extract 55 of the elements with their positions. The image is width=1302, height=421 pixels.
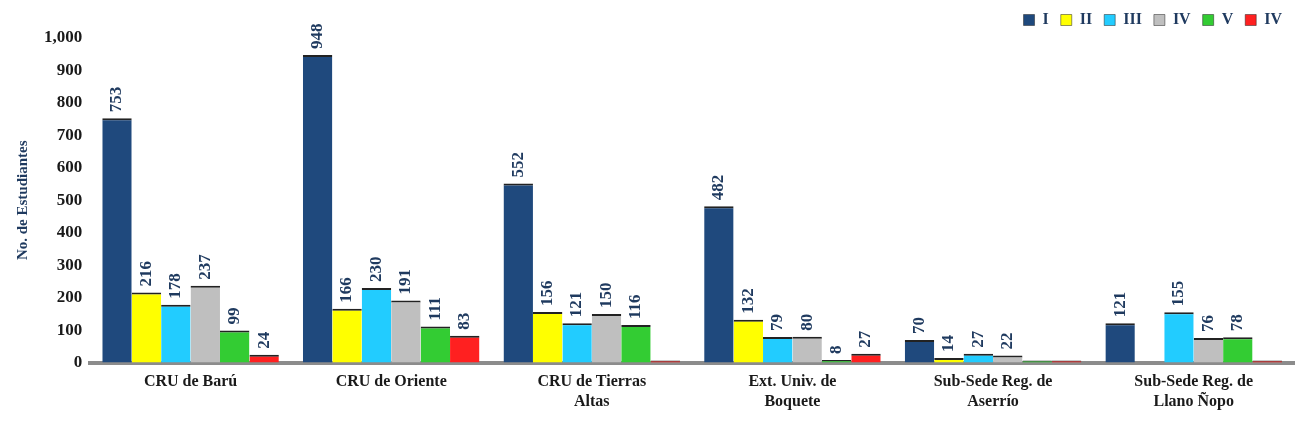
data-label: 22 (997, 332, 1017, 350)
data-label: 27 (855, 330, 875, 348)
data-label: 14 (938, 334, 958, 353)
x-tick-label: Sub-Sede Reg. de Aserrío (933, 372, 1053, 409)
data-label: 116 (625, 294, 645, 319)
y-tick-label: 400 (56, 222, 83, 242)
data-label: 191 (395, 269, 415, 295)
data-label: 482 (708, 174, 728, 201)
data-label: 155 (1168, 280, 1188, 307)
data-label: 8 (825, 345, 845, 354)
y-tick-label: 200 (56, 287, 83, 307)
legend-label: V (1221, 10, 1234, 28)
data-label: 99 (224, 307, 244, 325)
x-tick-label: Ext. Univ. de Boquete (748, 372, 837, 410)
data-label: 70 (908, 316, 928, 334)
data-label: 237 (194, 253, 214, 280)
data-label: 78 (1227, 314, 1247, 332)
y-tick-label: 1,000 (44, 27, 83, 47)
data-label: 948 (307, 23, 327, 49)
y-tick-label: 600 (56, 157, 83, 177)
data-label: 76 (1197, 314, 1217, 332)
data-label: 121 (1109, 291, 1129, 318)
legend-label: IV (1172, 10, 1192, 28)
x-tick-label: Sub-Sede Reg. de Llano Ñopo (1134, 372, 1254, 410)
data-label: 27 (967, 330, 987, 348)
x-tick-label: CRU de Oriente (335, 372, 447, 390)
y-tick-label: 900 (56, 59, 83, 79)
y-tick-label: 300 (56, 254, 83, 274)
data-label: 166 (336, 277, 356, 303)
y-tick-label: 100 (56, 319, 83, 339)
y-axis-title: No. de Estudiantes (13, 140, 30, 261)
data-label: 83 (454, 312, 474, 330)
y-tick-label: 800 (56, 92, 83, 112)
data-label: 552 (507, 151, 527, 178)
data-label: 121 (566, 291, 586, 318)
y-tick-label: 500 (56, 189, 83, 209)
legend-label: I (1042, 10, 1049, 28)
data-label: 150 (595, 282, 615, 308)
data-label: 230 (365, 256, 385, 282)
data-label: 156 (537, 280, 557, 306)
x-tick-label: CRU de Barú (143, 372, 238, 390)
y-tick-label: 700 (56, 124, 83, 144)
data-label: 79 (767, 313, 787, 331)
legend-label: II (1079, 10, 1093, 28)
data-label: 178 (165, 273, 185, 299)
data-label: 80 (796, 313, 816, 331)
data-label: 111 (424, 296, 444, 321)
data-label: 132 (737, 288, 757, 314)
legend-label: III (1123, 10, 1142, 28)
data-label: 216 (135, 260, 155, 287)
legend-label: IV (1264, 10, 1283, 28)
y-tick-label: 0 (73, 351, 83, 371)
data-label: 24 (253, 331, 273, 349)
x-tick-label: CRU de Tierras Altas (537, 372, 647, 409)
data-label: 753 (106, 86, 126, 113)
